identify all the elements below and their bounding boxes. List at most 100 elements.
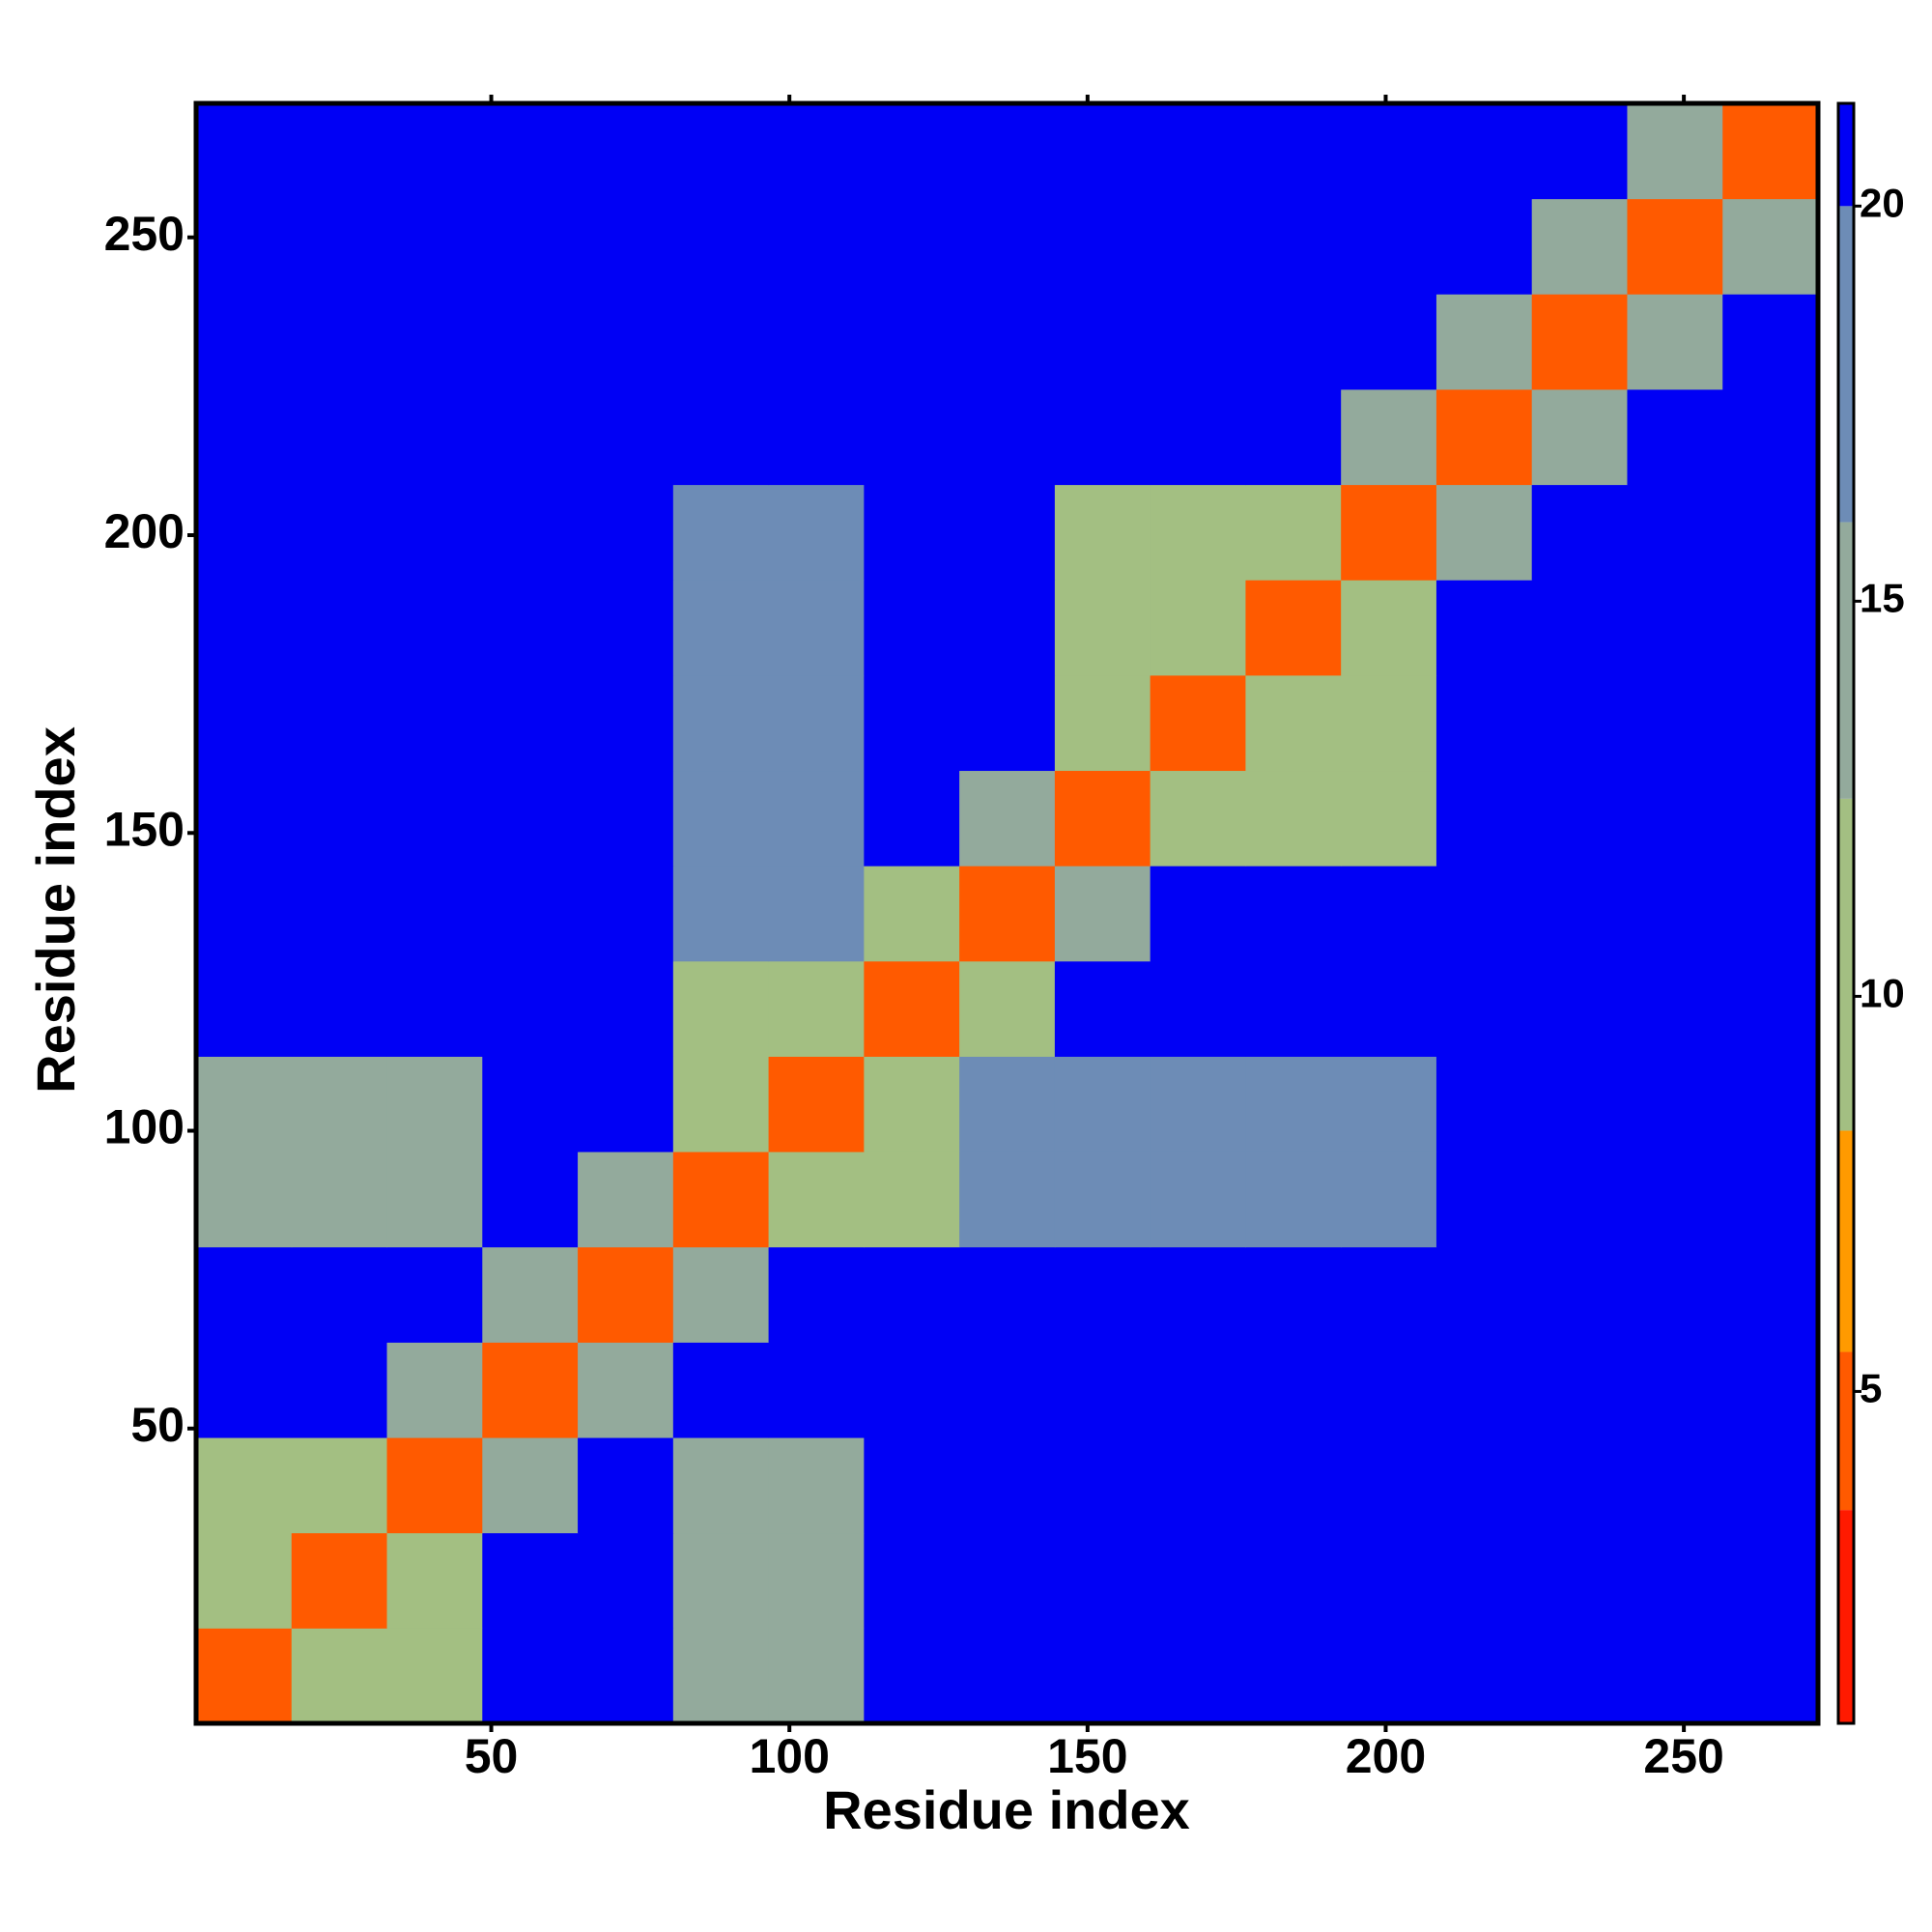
heatmap-cell xyxy=(864,388,960,486)
heatmap-cell xyxy=(1627,1628,1723,1724)
heatmap-cell xyxy=(1722,1437,1819,1534)
heatmap-cell xyxy=(578,866,674,962)
heatmap-cell xyxy=(291,674,388,772)
heatmap-cell xyxy=(1054,1437,1151,1534)
heatmap-cell xyxy=(959,580,1056,676)
heatmap-cell xyxy=(1245,1628,1342,1724)
heatmap-cell xyxy=(482,674,579,772)
x-tick-label: 50 xyxy=(465,1729,519,1783)
heatmap-cell xyxy=(959,960,1056,1057)
heatmap-cell xyxy=(1531,960,1628,1057)
heatmap-cell xyxy=(1531,388,1628,486)
colorbar-segment xyxy=(1838,798,1854,1131)
heatmap-cell xyxy=(1341,1151,1437,1248)
heatmap-cell xyxy=(768,960,865,1057)
heatmap-cell xyxy=(1722,1246,1819,1343)
heatmap-cell xyxy=(386,294,483,390)
heatmap-cell xyxy=(1531,103,1628,200)
heatmap-cell xyxy=(196,580,293,676)
heatmap-cell xyxy=(196,1437,293,1534)
heatmap-cell xyxy=(864,198,960,295)
heatmap-cell xyxy=(1435,1246,1533,1343)
heatmap-cell xyxy=(959,484,1056,581)
heatmap-cell xyxy=(578,960,674,1057)
heatmap-cell xyxy=(482,1532,579,1629)
heatmap-cell xyxy=(672,1151,770,1248)
heatmap-cell xyxy=(1054,770,1151,867)
heatmap-cell xyxy=(768,1246,865,1343)
heatmap-cell xyxy=(482,1628,579,1724)
heatmap-cell xyxy=(1054,1246,1151,1343)
heatmap-cell xyxy=(291,103,388,200)
heatmap-cell xyxy=(1531,770,1628,867)
heatmap-cell xyxy=(1054,1342,1151,1438)
heatmap-cell xyxy=(1150,484,1246,581)
heatmap-cell xyxy=(864,866,960,962)
colorbar-segment xyxy=(1838,103,1854,207)
heatmap-cell xyxy=(1627,1056,1723,1152)
heatmap-cell xyxy=(959,1437,1056,1534)
heatmap-cell xyxy=(386,1437,483,1534)
heatmap-cell xyxy=(864,1437,960,1534)
heatmap-cell xyxy=(1435,770,1533,867)
heatmap-cell xyxy=(291,1342,388,1438)
heatmap-cell xyxy=(291,294,388,390)
heatmap-cell xyxy=(196,484,293,581)
heatmap-cell xyxy=(959,866,1056,962)
heatmap-cell xyxy=(1627,866,1723,962)
heatmap-cell xyxy=(196,1342,293,1438)
heatmap-cell xyxy=(1531,1246,1628,1343)
heatmap-cell xyxy=(1531,866,1628,962)
heatmap-cell xyxy=(1245,1437,1342,1534)
heatmap-cell xyxy=(578,674,674,772)
heatmap-cell xyxy=(864,1151,960,1248)
heatmap-cell xyxy=(386,1151,483,1248)
heatmap-cell xyxy=(768,1151,865,1248)
heatmap-cell xyxy=(1150,198,1246,295)
heatmap-cell xyxy=(578,1056,674,1152)
heatmap-cell xyxy=(291,388,388,486)
heatmap-cell xyxy=(1722,674,1819,772)
heatmap-cell xyxy=(1627,103,1723,200)
heatmap-cell xyxy=(1245,388,1342,486)
heatmap-cell xyxy=(1627,1246,1723,1343)
heatmap-cell xyxy=(1054,580,1151,676)
heatmap-cell xyxy=(1627,1151,1723,1248)
heatmap-cell xyxy=(1341,1532,1437,1629)
heatmap-cell xyxy=(768,866,865,962)
heatmap-cell xyxy=(578,198,674,295)
heatmap-cell xyxy=(578,1342,674,1438)
heatmap-cell xyxy=(864,960,960,1057)
heatmap-cell xyxy=(768,1056,865,1152)
heatmap-cell xyxy=(672,1628,770,1724)
heatmap-cell xyxy=(386,1532,483,1629)
heatmap-cell xyxy=(768,388,865,486)
heatmap-cell xyxy=(672,1246,770,1343)
heatmap-cell xyxy=(1245,580,1342,676)
heatmap-cell xyxy=(768,580,865,676)
heatmap-cell xyxy=(864,1342,960,1438)
x-axis-label: Residue index xyxy=(823,1779,1190,1840)
heatmap-cell xyxy=(864,674,960,772)
heatmap-cell xyxy=(1627,484,1723,581)
heatmap-cell xyxy=(196,1246,293,1343)
heatmap-cell xyxy=(1722,1532,1819,1629)
heatmap-cell xyxy=(291,1056,388,1152)
heatmap-cell xyxy=(1150,580,1246,676)
heatmap-cell xyxy=(1150,1437,1246,1534)
heatmap-cell xyxy=(1150,388,1246,486)
heatmap-cell xyxy=(1435,1056,1533,1152)
heatmap-cell xyxy=(1245,484,1342,581)
heatmap-cell xyxy=(959,198,1056,295)
heatmap-cell xyxy=(768,674,865,772)
heatmap-cell xyxy=(291,580,388,676)
heatmap-cell xyxy=(1054,960,1151,1057)
heatmap-cell xyxy=(578,580,674,676)
heatmap-cell xyxy=(1245,960,1342,1057)
colorbar-tick-label: 10 xyxy=(1860,970,1905,1015)
heatmap-cell xyxy=(482,1151,579,1248)
colorbar-tick-label: 15 xyxy=(1860,575,1905,620)
heatmap-cell xyxy=(386,103,483,200)
heatmap-cell xyxy=(959,674,1056,772)
heatmap-cell xyxy=(578,1437,674,1534)
